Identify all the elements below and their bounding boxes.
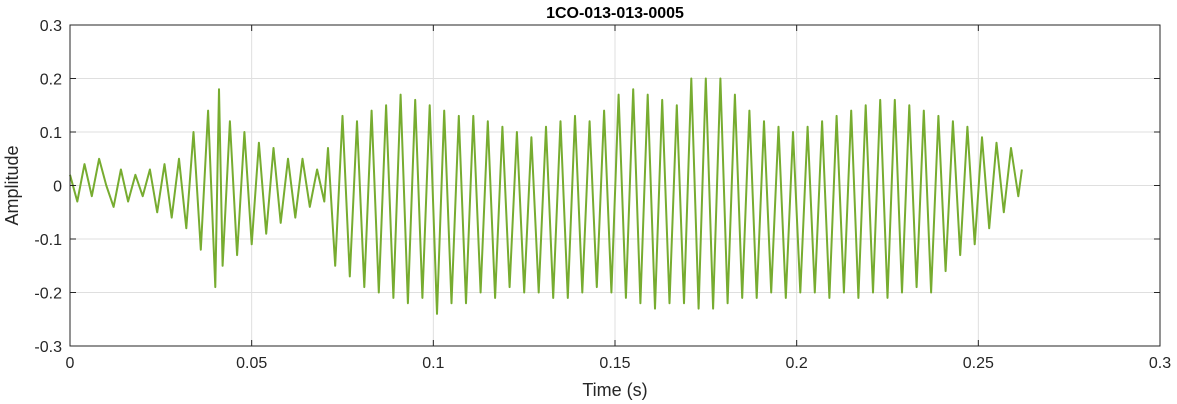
x-tick-label: 0 [66, 355, 75, 372]
x-tick-label: 0.05 [236, 355, 267, 372]
y-tick-label: -0.1 [34, 232, 62, 249]
y-tick-label: -0.2 [34, 286, 62, 303]
x-tick-label: 0.15 [599, 355, 630, 372]
y-tick-label: -0.3 [34, 339, 62, 356]
waveform-series-line [69, 77, 1023, 315]
x-tick-label: 0.3 [1149, 355, 1171, 372]
y-axis-label: Amplitude [2, 145, 22, 225]
x-tick-label: 0.25 [963, 355, 994, 372]
tick-marks [69, 24, 1161, 347]
y-tick-label: 0.3 [40, 18, 62, 35]
plot-area [69, 77, 1023, 315]
y-tick-label: 0 [53, 179, 62, 196]
y-tick-label: 0.2 [40, 72, 62, 89]
x-tick-label: 0.1 [422, 355, 444, 372]
x-tick-label: 0.2 [786, 355, 808, 372]
y-tick-label: 0.1 [40, 125, 62, 142]
x-axis-label: Time (s) [582, 380, 647, 400]
chart-title: 1CO-013-013-0005 [546, 5, 684, 22]
